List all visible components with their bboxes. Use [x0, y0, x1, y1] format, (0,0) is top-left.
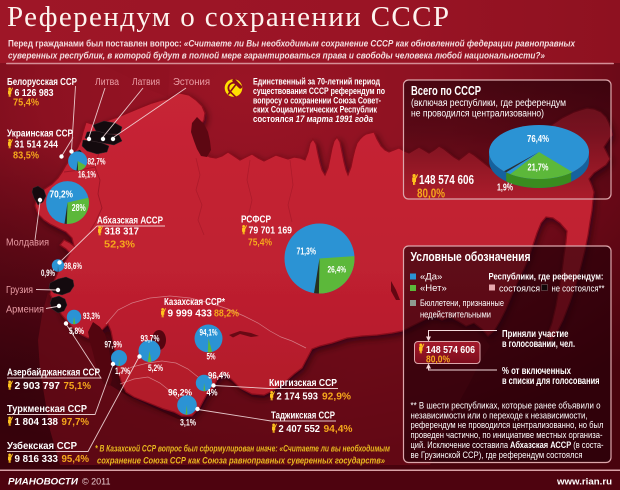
svg-text:5%: 5% [207, 352, 216, 362]
svg-text:21,7%: 21,7% [528, 163, 549, 174]
svg-text:существования СССР референдум: существования СССР референдум по [253, 85, 385, 96]
svg-text:9 999 433: 9 999 433 [168, 308, 213, 320]
svg-text:«Нет»: «Нет» [420, 283, 447, 294]
svg-text:75,4%: 75,4% [13, 97, 40, 109]
svg-text:79 701 169: 79 701 169 [249, 225, 293, 237]
svg-text:Белорусская ССР: Белорусская ССР [7, 76, 77, 88]
svg-text:1 804 138: 1 804 138 [15, 416, 59, 428]
svg-text:80,0%: 80,0% [426, 355, 450, 366]
svg-text:вопросу о сохранении Союза Сов: вопросу о сохранении Союза Совет- [253, 94, 381, 105]
svg-text:Казахская ССР*: Казахская ССР* [164, 296, 226, 308]
svg-text:93,3%: 93,3% [83, 311, 100, 321]
svg-text:3,1%: 3,1% [180, 418, 196, 428]
svg-text:52,3%: 52,3% [104, 239, 136, 251]
svg-text:98,6%: 98,6% [64, 261, 82, 271]
svg-text:16,1%: 16,1% [78, 170, 96, 180]
svg-text:Литва: Литва [95, 77, 119, 88]
svg-text:97,9%: 97,9% [105, 340, 123, 350]
svg-text:Единственный за 70-летний пери: Единственный за 70-летний период [253, 76, 380, 87]
svg-text:71,3%: 71,3% [297, 247, 317, 258]
svg-text:97,7%: 97,7% [62, 416, 90, 428]
svg-text:82,7%: 82,7% [88, 157, 106, 167]
svg-text:96,2%: 96,2% [168, 388, 192, 398]
svg-text:94,1%: 94,1% [200, 328, 218, 338]
svg-text:Условные обозначения: Условные обозначения [411, 249, 531, 264]
svg-text:83,5%: 83,5% [13, 150, 40, 162]
svg-text:96,4%: 96,4% [208, 371, 230, 381]
svg-text:Эстония: Эстония [173, 77, 210, 88]
svg-text:Бюллетени, признанные: Бюллетени, признанные [420, 298, 504, 309]
svg-text:95,4%: 95,4% [62, 453, 90, 465]
svg-text:Молдавия: Молдавия [6, 238, 49, 249]
svg-text:в списки для голосования: в списки для голосования [502, 376, 600, 387]
svg-text:сохранение Союза ССР как Союза: сохранение Союза ССР как Союза равноправ… [97, 456, 385, 466]
svg-text:не проводился централизованно): не проводился централизованно) [411, 109, 544, 120]
svg-text:Республики, где референдум:: Республики, где референдум: [489, 272, 604, 283]
svg-text:75,1%: 75,1% [64, 380, 92, 392]
svg-text:Азербайджанская ССР: Азербайджанская ССР [7, 367, 100, 379]
svg-text:28%: 28% [72, 203, 86, 214]
svg-text:© 2011: © 2011 [82, 477, 111, 487]
svg-text:(включая республики, где рефер: (включая республики, где референдум [411, 97, 566, 109]
svg-text:0,9%: 0,9% [41, 268, 55, 278]
svg-text:31 514 244: 31 514 244 [15, 139, 59, 151]
svg-text:Референдум о сохранении СССР: Референдум о сохранении СССР [7, 1, 449, 33]
svg-text:88,2%: 88,2% [214, 308, 240, 320]
svg-text:ских Социалистических Республи: ских Социалистических Республик [253, 104, 377, 115]
svg-text:Туркменская ССР: Туркменская ССР [7, 403, 87, 415]
svg-text:148 574 606: 148 574 606 [426, 344, 475, 356]
svg-text:2 407 552: 2 407 552 [279, 423, 321, 435]
svg-text:ве Грузинской ССР), где рефере: ве Грузинской ССР), где референдум состо… [411, 450, 583, 460]
svg-text:Перед гражданами был поставлен: Перед гражданами был поставлен вопрос: «… [8, 39, 576, 50]
svg-text:1,9%: 1,9% [497, 183, 513, 194]
svg-text:референдум не проводился центр: референдум не проводился централизованно… [411, 420, 604, 430]
svg-text:5,2%: 5,2% [148, 363, 163, 373]
svg-text:94,4%: 94,4% [324, 423, 354, 435]
svg-text:суверенных республик, в которо: суверенных республик, в которой будут в … [8, 51, 546, 62]
svg-text:Киргизская ССР: Киргизская ССР [269, 377, 337, 389]
svg-text:9 816 333: 9 816 333 [15, 453, 59, 465]
svg-text:Таджикская ССР: Таджикская ССР [271, 410, 335, 422]
svg-text:92,9%: 92,9% [322, 391, 352, 403]
svg-text:ций. Исключение составила Абха: ций. Исключение составила Абхазская АССР… [411, 440, 604, 450]
svg-text:93,7%: 93,7% [141, 334, 160, 344]
svg-text:80,0%: 80,0% [417, 186, 445, 201]
svg-text:состоялся: состоялся [499, 284, 540, 295]
svg-text:** В шести республиках, которы: ** В шести республиках, которые ранее об… [411, 401, 601, 411]
svg-text:Всего по СССР: Всего по СССР [411, 83, 481, 98]
svg-text:РСФСР: РСФСР [241, 214, 271, 226]
svg-text:76,4%: 76,4% [527, 133, 549, 145]
svg-text:70,2%: 70,2% [50, 190, 74, 201]
svg-text:148 574 606: 148 574 606 [419, 173, 474, 187]
svg-text:независимости или о переходе к: независимости или о переходе к независим… [411, 410, 588, 420]
svg-text:www.rian.ru: www.rian.ru [556, 477, 612, 488]
svg-text:недействительными: недействительными [420, 310, 491, 321]
svg-text:26,4%: 26,4% [328, 265, 347, 276]
svg-text:Абхазская АССР: Абхазская АССР [97, 215, 163, 227]
svg-text:Украинская ССР: Украинская ССР [7, 128, 73, 140]
svg-text:«Да»: «Да» [420, 272, 442, 283]
svg-text:не состоялся**: не состоялся** [552, 284, 605, 295]
svg-text:состоялся 17 марта 1991 года: состоялся 17 марта 1991 года [253, 113, 373, 124]
svg-text:75,4%: 75,4% [248, 237, 273, 249]
svg-text:6 126 983: 6 126 983 [15, 87, 54, 99]
svg-text:Приняли участие: Приняли участие [502, 329, 569, 340]
svg-text:318 317: 318 317 [105, 226, 140, 238]
svg-text:Узбекская ССР: Узбекская ССР [7, 440, 77, 452]
svg-text:4%: 4% [207, 388, 218, 398]
svg-text:Армения: Армения [6, 305, 44, 316]
svg-text:2 903 797: 2 903 797 [15, 380, 61, 392]
svg-text:Грузия: Грузия [6, 285, 33, 296]
svg-text:РИАНОВОСТИ: РИАНОВОСТИ [8, 477, 78, 488]
svg-text:5,8%: 5,8% [69, 326, 84, 336]
svg-text:2 174 593: 2 174 593 [277, 391, 319, 403]
svg-text:проведен частично, по инициати: проведен частично, по инициативе местных… [411, 430, 603, 440]
svg-text:Латвия: Латвия [132, 77, 160, 88]
svg-text:* В Казахской ССР вопрос был с: * В Казахской ССР вопрос был сформулиров… [95, 444, 390, 454]
svg-text:% от включенных: % от включенных [502, 366, 571, 377]
svg-text:1,7%: 1,7% [115, 366, 130, 376]
svg-text:в голосовании, чел.: в голосовании, чел. [502, 339, 575, 350]
